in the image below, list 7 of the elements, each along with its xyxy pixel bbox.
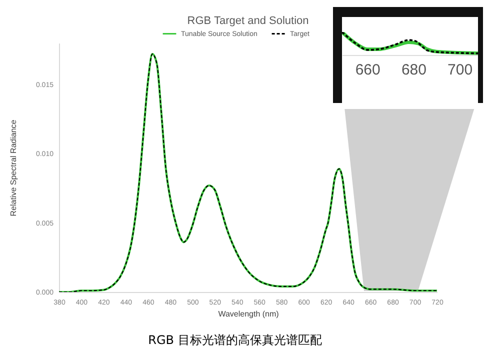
x-axis-title: Wavelength (nm): [218, 310, 280, 318]
chart-title: RGB Target and Solution: [187, 15, 309, 27]
x-tick-label: 700: [448, 62, 473, 78]
y-axis-title: Relative Spectral Radiance: [8, 119, 18, 216]
x-tick-label: 680: [401, 62, 426, 78]
text: RGB 目标光谱的高保真光谱匹配: [147, 332, 323, 349]
x-tick-label: 660: [355, 62, 380, 78]
